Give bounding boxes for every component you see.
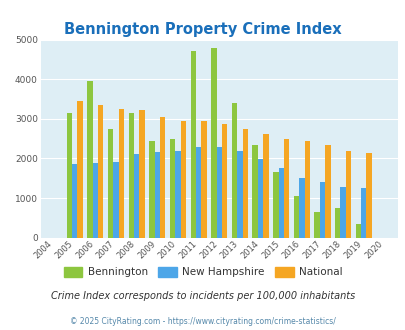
Bar — [196, 147, 201, 238]
Bar — [180, 121, 185, 238]
Bar — [222, 124, 227, 238]
Bar — [366, 153, 371, 238]
Bar — [175, 151, 180, 238]
Bar — [252, 145, 257, 238]
Bar — [324, 145, 330, 238]
Bar — [160, 117, 165, 238]
Bar — [319, 182, 324, 238]
Bar — [340, 187, 345, 238]
Bar — [283, 139, 288, 238]
Bar — [273, 172, 278, 238]
Legend: Bennington, New Hampshire, National: Bennington, New Hampshire, National — [59, 263, 346, 281]
Bar — [298, 178, 304, 238]
Bar — [313, 212, 319, 238]
Bar — [355, 224, 360, 238]
Bar — [262, 134, 268, 238]
Bar — [201, 121, 206, 238]
Bar — [293, 196, 298, 238]
Text: © 2025 CityRating.com - https://www.cityrating.com/crime-statistics/: © 2025 CityRating.com - https://www.city… — [70, 317, 335, 326]
Bar — [211, 48, 216, 238]
Bar — [278, 168, 283, 238]
Bar — [237, 151, 242, 238]
Bar — [128, 113, 134, 238]
Bar — [242, 129, 247, 238]
Bar — [304, 141, 309, 238]
Bar — [231, 103, 237, 238]
Bar — [216, 147, 222, 238]
Bar — [190, 51, 196, 238]
Bar — [257, 159, 262, 238]
Bar — [113, 162, 118, 238]
Bar — [169, 139, 175, 238]
Bar — [154, 152, 160, 238]
Bar — [134, 154, 139, 238]
Bar — [66, 113, 72, 238]
Bar — [92, 163, 98, 238]
Bar — [118, 109, 124, 238]
Bar — [72, 164, 77, 238]
Bar — [98, 105, 103, 238]
Bar — [345, 151, 350, 238]
Text: Bennington Property Crime Index: Bennington Property Crime Index — [64, 22, 341, 37]
Bar — [108, 129, 113, 238]
Text: Crime Index corresponds to incidents per 100,000 inhabitants: Crime Index corresponds to incidents per… — [51, 291, 354, 301]
Bar — [139, 110, 144, 238]
Bar — [334, 208, 340, 238]
Bar — [360, 188, 366, 238]
Bar — [149, 141, 154, 238]
Bar — [77, 101, 83, 238]
Bar — [87, 81, 92, 238]
